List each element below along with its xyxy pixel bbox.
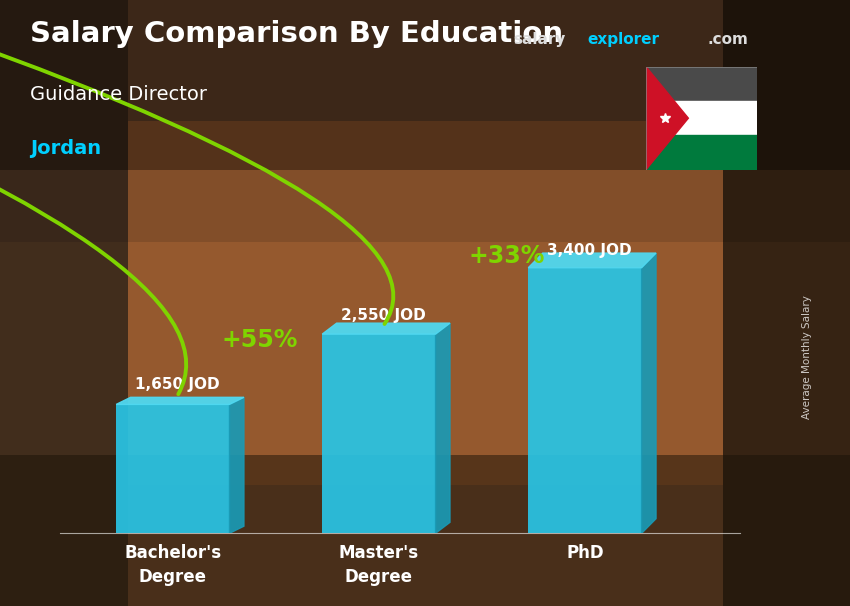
Bar [128,121,722,485]
Bar [0,0,850,170]
Polygon shape [435,323,450,533]
Bar [116,404,230,533]
Text: Jordan: Jordan [30,139,101,158]
Polygon shape [646,67,688,170]
Polygon shape [230,398,244,533]
Text: explorer: explorer [587,32,660,47]
Text: 3,400 JOD: 3,400 JOD [547,242,632,258]
Text: +33%: +33% [468,244,545,268]
Bar [322,334,435,533]
Bar [0,0,850,242]
Polygon shape [322,323,450,334]
Bar [646,67,756,101]
Bar [529,268,642,533]
Bar [0,0,128,606]
Bar [0,454,850,606]
Text: salary: salary [513,32,565,47]
Text: Salary Comparison By Education: Salary Comparison By Education [30,21,563,48]
Polygon shape [529,253,656,268]
Bar [646,135,756,170]
Bar [646,101,756,135]
Text: 1,650 JOD: 1,650 JOD [134,377,219,392]
Bar [722,0,850,606]
Text: Guidance Director: Guidance Director [30,85,207,104]
Text: 2,550 JOD: 2,550 JOD [341,308,425,323]
Polygon shape [642,253,656,533]
Text: Average Monthly Salary: Average Monthly Salary [802,296,813,419]
Text: +55%: +55% [221,328,298,352]
Text: .com: .com [707,32,748,47]
Polygon shape [116,398,244,404]
